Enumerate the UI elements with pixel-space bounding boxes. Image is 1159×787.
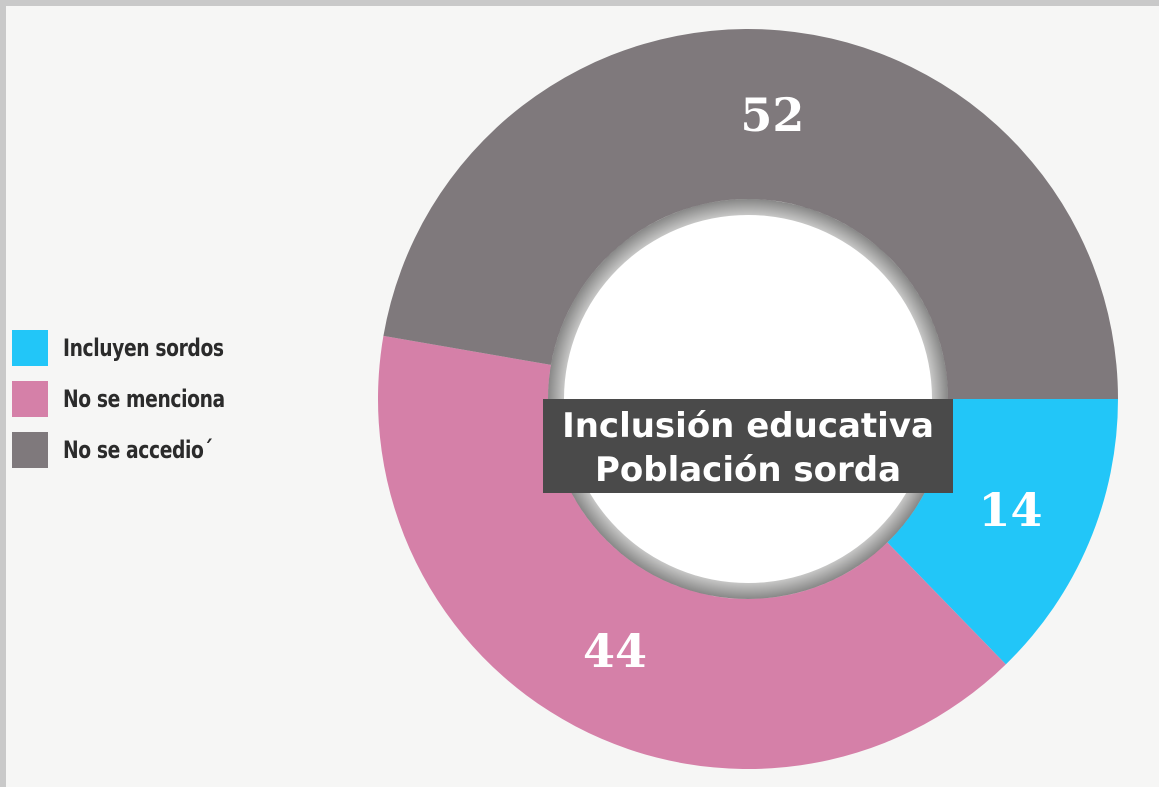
legend-item-incluyen-sordos: Incluyen sordos [12,330,270,366]
donut-slices [377,28,1118,769]
legend: Incluyen sordos No se menciona No se acc… [12,330,270,483]
legend-item-no-se-accedio: No se accedio´ [12,432,270,468]
legend-swatch [12,330,48,366]
slice-no-se-accedio [383,28,1118,399]
title-band [543,399,953,493]
slice-value-label: 44 [583,624,647,678]
slice-labels: 14 44 52 [583,88,1043,678]
slice-no-se-menciona [377,335,1006,769]
chart-title-line-1: Inclusión educativa [562,406,934,446]
chart-title-line-2: Población sorda [595,450,901,490]
legend-label: No se menciona [63,385,225,413]
legend-item-no-se-menciona: No se menciona [12,381,270,417]
legend-label: No se accedio´ [63,436,213,464]
legend-swatch [12,432,48,468]
legend-swatch [12,381,48,417]
legend-label: Incluyen sordos [63,334,224,362]
slice-value-label: 52 [740,88,804,142]
slice-value-label: 14 [979,483,1043,537]
